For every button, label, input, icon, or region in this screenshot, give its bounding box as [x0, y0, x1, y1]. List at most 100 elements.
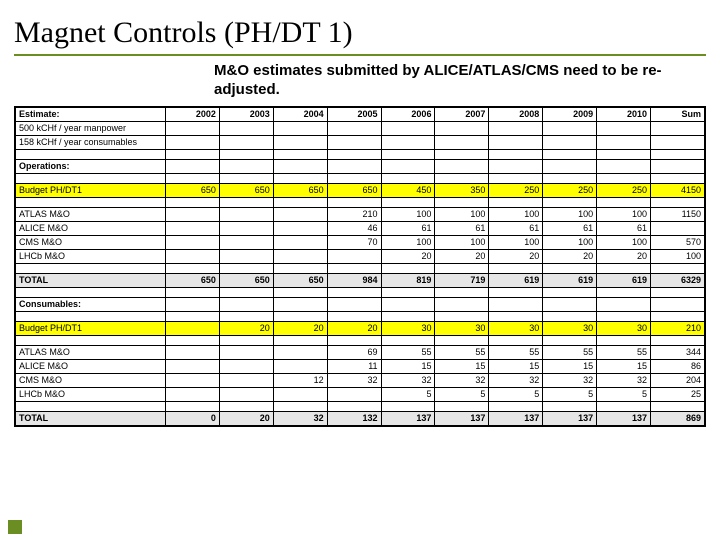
cell-value: 2003: [219, 107, 273, 121]
row-label: [16, 401, 166, 411]
cell-value: [489, 401, 543, 411]
cell-value: 32: [543, 373, 597, 387]
cell-value: [166, 387, 220, 401]
cell-value: 61: [381, 221, 435, 235]
cell-value: [166, 401, 220, 411]
cell-value: 30: [597, 321, 651, 335]
row-label: ATLAS M&O: [16, 345, 166, 359]
row-label: Operations:: [16, 159, 166, 173]
cell-value: [273, 263, 327, 273]
cell-value: [273, 197, 327, 207]
row-label: LHCb M&O: [16, 249, 166, 263]
cell-value: [219, 121, 273, 135]
cell-value: 650: [219, 183, 273, 197]
budget-table: Estimate:2002200320042005200620072008200…: [15, 107, 705, 426]
row-label: [16, 197, 166, 207]
cell-value: [543, 159, 597, 173]
cell-value: [219, 173, 273, 183]
table-row: ALICE M&O11151515151586: [16, 359, 705, 373]
table-row: CMS M&O70100100100100100570: [16, 235, 705, 249]
cell-value: [327, 149, 381, 159]
cell-value: [273, 287, 327, 297]
table-row: ATLAS M&O695555555555344: [16, 345, 705, 359]
cell-value: [543, 263, 597, 273]
cell-value: [489, 135, 543, 149]
cell-value: [381, 263, 435, 273]
cell-value: [543, 173, 597, 183]
table-row: TOTAL02032132137137137137137869: [16, 411, 705, 425]
cell-value: 15: [543, 359, 597, 373]
cell-value: [381, 311, 435, 321]
table-row: CMS M&O12323232323232204: [16, 373, 705, 387]
budget-table-container: Estimate:2002200320042005200620072008200…: [14, 106, 706, 427]
cell-value: 137: [381, 411, 435, 425]
cell-value: [435, 263, 489, 273]
cell-value: 15: [435, 359, 489, 373]
cell-value: [273, 235, 327, 249]
row-label: [16, 311, 166, 321]
cell-value: [273, 249, 327, 263]
cell-value: 61: [435, 221, 489, 235]
cell-value: 30: [489, 321, 543, 335]
cell-value: [489, 121, 543, 135]
cell-value: [219, 287, 273, 297]
cell-value: [597, 149, 651, 159]
cell-value: 20: [219, 321, 273, 335]
cell-value: 100: [651, 249, 705, 263]
table-row: [16, 263, 705, 273]
cell-value: 46: [327, 221, 381, 235]
table-row: Consumables:: [16, 297, 705, 311]
table-row: [16, 149, 705, 159]
cell-value: [219, 197, 273, 207]
row-label: Budget PH/DT1: [16, 321, 166, 335]
cell-value: 5: [489, 387, 543, 401]
cell-value: 132: [327, 411, 381, 425]
cell-value: 250: [597, 183, 651, 197]
cell-value: 2006: [381, 107, 435, 121]
cell-value: 55: [381, 345, 435, 359]
cell-value: [219, 401, 273, 411]
cell-value: 32: [435, 373, 489, 387]
cell-value: 32: [327, 373, 381, 387]
cell-value: [327, 249, 381, 263]
cell-value: 2008: [489, 107, 543, 121]
cell-value: [219, 135, 273, 149]
table-row: [16, 335, 705, 345]
row-label: 500 kCHf / year manpower: [16, 121, 166, 135]
row-label: [16, 335, 166, 345]
cell-value: 30: [435, 321, 489, 335]
cell-value: [166, 345, 220, 359]
cell-value: [166, 297, 220, 311]
row-label: CMS M&O: [16, 235, 166, 249]
cell-value: [381, 159, 435, 173]
cell-value: [435, 311, 489, 321]
cell-value: 344: [651, 345, 705, 359]
cell-value: [651, 149, 705, 159]
cell-value: 20: [219, 411, 273, 425]
cell-value: 25: [651, 387, 705, 401]
cell-value: [166, 221, 220, 235]
cell-value: 55: [543, 345, 597, 359]
cell-value: [435, 135, 489, 149]
row-label: CMS M&O: [16, 373, 166, 387]
cell-value: [327, 401, 381, 411]
cell-value: [219, 235, 273, 249]
cell-value: 5: [543, 387, 597, 401]
cell-value: 100: [489, 235, 543, 249]
cell-value: [543, 335, 597, 345]
cell-value: 30: [381, 321, 435, 335]
cell-value: Sum: [651, 107, 705, 121]
cell-value: 32: [273, 411, 327, 425]
cell-value: [435, 335, 489, 345]
cell-value: 650: [166, 183, 220, 197]
cell-value: [543, 135, 597, 149]
cell-value: [219, 359, 273, 373]
cell-value: 984: [327, 273, 381, 287]
cell-value: [273, 149, 327, 159]
cell-value: 719: [435, 273, 489, 287]
cell-value: 20: [597, 249, 651, 263]
cell-value: 32: [597, 373, 651, 387]
cell-value: [489, 335, 543, 345]
cell-value: [166, 373, 220, 387]
cell-value: 61: [489, 221, 543, 235]
